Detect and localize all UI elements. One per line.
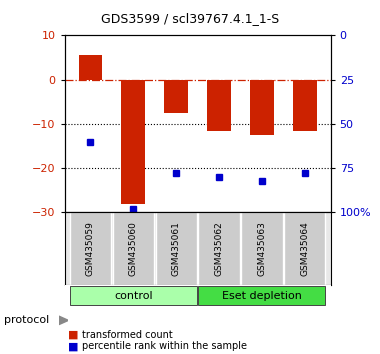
Bar <box>155 212 197 285</box>
Text: GSM435059: GSM435059 <box>86 221 95 276</box>
Bar <box>198 212 240 285</box>
Bar <box>241 212 283 285</box>
Text: GSM435063: GSM435063 <box>258 221 266 276</box>
Text: control: control <box>114 291 152 301</box>
Text: percentile rank within the sample: percentile rank within the sample <box>82 341 247 351</box>
Text: protocol: protocol <box>4 315 49 325</box>
Bar <box>207 80 231 131</box>
Bar <box>122 80 145 204</box>
Bar <box>293 80 317 131</box>
Text: ■: ■ <box>68 341 79 351</box>
Text: GSM435062: GSM435062 <box>215 221 223 276</box>
Bar <box>79 55 102 80</box>
Bar <box>112 212 154 285</box>
Text: GDS3599 / scl39767.4.1_1-S: GDS3599 / scl39767.4.1_1-S <box>101 12 279 25</box>
Bar <box>198 286 325 305</box>
Bar <box>70 212 111 285</box>
Text: Eset depletion: Eset depletion <box>222 291 302 301</box>
Bar <box>165 80 188 113</box>
Text: ■: ■ <box>68 330 79 339</box>
Text: transformed count: transformed count <box>82 330 173 339</box>
Text: GSM435061: GSM435061 <box>172 221 180 276</box>
Text: GSM435064: GSM435064 <box>300 221 309 276</box>
Bar <box>70 286 197 305</box>
Text: GSM435060: GSM435060 <box>129 221 138 276</box>
Polygon shape <box>59 316 68 325</box>
Bar <box>250 80 274 135</box>
Bar <box>284 212 325 285</box>
